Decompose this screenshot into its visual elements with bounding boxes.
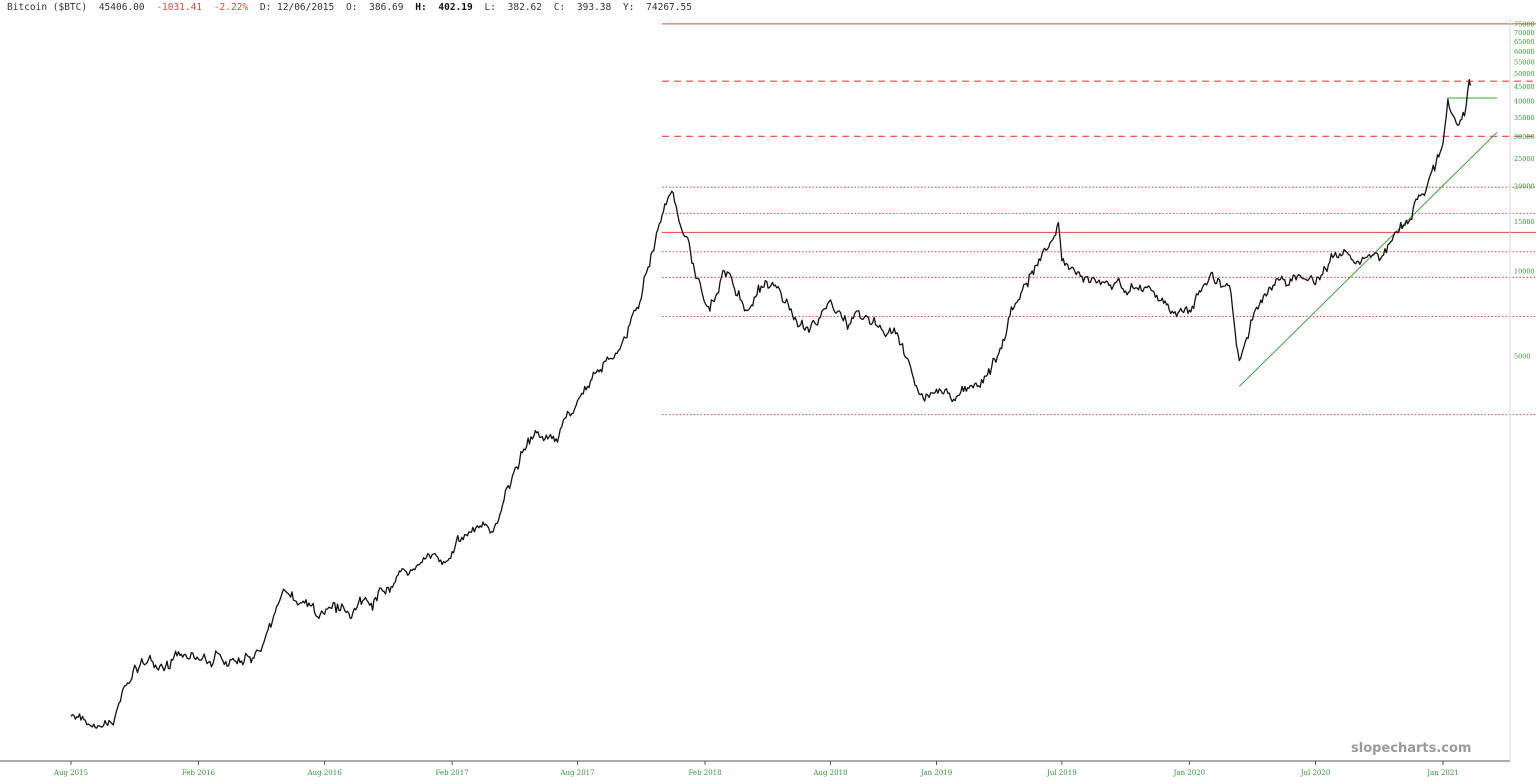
price-change: -1031.41 [156,2,203,13]
y-tick-label-11: 25000 [1514,155,1535,163]
trendlines [1238,97,1498,387]
y-tick-label-5: 55000 [1514,58,1535,66]
x-tick-label-2: Feb 2016 [182,769,216,777]
x-tick-label-12: Jan 2021 [1426,769,1459,777]
x-tick-label-9: Jul 2019 [1046,769,1077,777]
volume-value: 74267.55 [646,2,692,13]
x-tick-label-10: Jan 2020 [1173,769,1206,777]
resistance-lines [662,23,1536,416]
x-tick-label-1: Aug 2015 [53,769,88,777]
x-tick-label-3: Aug 2016 [307,769,343,777]
x-axis-ticks: Aug 2015 Feb 2016 Aug 2016 Feb 2017 Aug 2017… [53,761,1459,777]
y-tick-label-10: 30000 [1514,133,1535,141]
high-label: H: [415,2,427,13]
y-tick-label-6: 50000 [1514,70,1535,78]
price-series [70,78,1472,729]
last-price: 45406.00 [98,2,145,13]
y-tick-label-12: 20000 [1514,183,1535,191]
x-tick-label-11: Jul 2020 [1300,769,1331,777]
low-value: 382.62 [507,2,542,13]
watermark: slopecharts.com [1351,741,1472,756]
price-change-pct: -2.22% [213,2,249,13]
x-tick-label-4: Feb 2017 [436,769,469,777]
close-value: 393.38 [576,2,612,13]
y-tick-label-3: 65000 [1514,38,1535,46]
y-tick-label-7: 45000 [1514,83,1535,91]
date-label: D: 12/06/2015 [259,2,335,13]
high-value: 402.19 [438,2,473,13]
y-tick-label-14: 10000 [1514,268,1535,276]
x-tick-label-6: Feb 2018 [688,769,721,777]
ohlc-header: Bitcoin ($BTC) 45406.00 -1031.41 -2.22% … [7,2,698,13]
open-value: 386.69 [369,2,404,13]
x-tick-label-5: Aug 2017 [559,769,594,777]
y-tick-label-9: 35000 [1514,114,1535,122]
close-label: C: [553,2,566,13]
y-tick-label-4: 60000 [1514,48,1535,56]
y-tick-label-13: 15000 [1514,218,1535,226]
open-label: O: [345,2,358,13]
y-tick-label-1: 75000 [1514,20,1535,28]
y-tick-label-15: 5000 [1514,353,1531,361]
y-tick-label-2: 70000 [1514,29,1535,37]
price-line [70,78,1472,729]
x-tick-label-8: Jan 2019 [920,769,953,777]
symbol-label: Bitcoin ($BTC) [7,2,88,13]
volume-label: Y: [622,2,635,13]
low-label: L: [484,2,496,13]
trendline-1 [1238,131,1498,387]
y-tick-label-8: 40000 [1514,98,1535,106]
x-tick-label-7: Aug 2018 [812,769,847,777]
